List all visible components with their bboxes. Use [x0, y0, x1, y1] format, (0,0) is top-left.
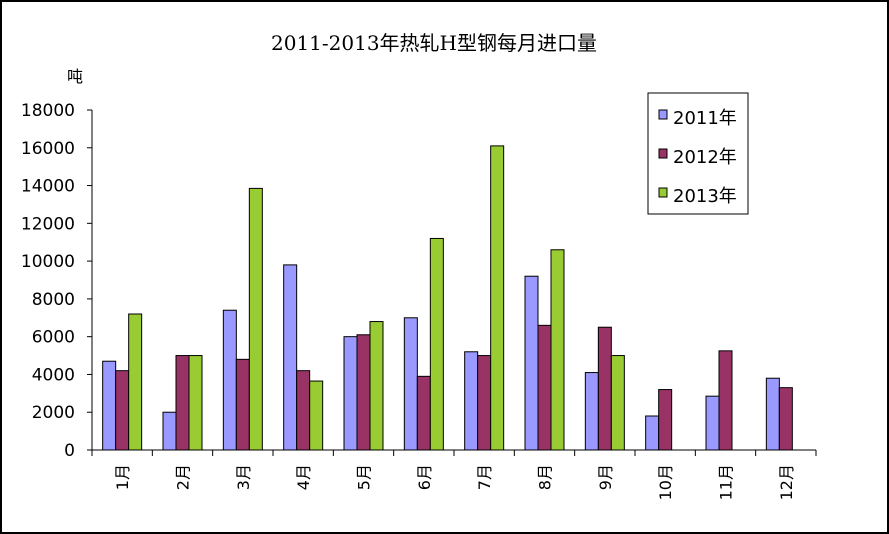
bar — [369, 321, 384, 451]
bar — [188, 355, 203, 451]
bar — [584, 372, 599, 451]
x-tick-label: 5月 — [355, 464, 374, 490]
y-tick-label: 14000 — [21, 177, 75, 197]
y-tick-label: 4000 — [32, 365, 75, 385]
y-tick-label: 6000 — [32, 328, 75, 348]
bar — [490, 145, 505, 451]
bar — [765, 377, 780, 451]
bar — [309, 380, 324, 451]
y-tick-label: 10000 — [21, 252, 75, 272]
bar — [222, 309, 237, 451]
bar — [464, 351, 479, 451]
bar — [128, 313, 143, 451]
bar — [597, 326, 612, 451]
bar — [175, 355, 190, 451]
x-tick-label: 8月 — [536, 464, 555, 490]
bar — [343, 336, 358, 451]
bar — [705, 395, 720, 451]
y-axis: 0 2000 4000 6000 8000 10000 12000 14000 16000 180… — [21, 101, 93, 461]
bar — [356, 334, 371, 451]
bar — [296, 370, 311, 451]
legend-label: 2011年 — [673, 108, 737, 129]
legend-swatch — [658, 187, 668, 198]
bar — [658, 389, 673, 451]
bar — [162, 411, 177, 451]
bar — [283, 264, 298, 451]
x-tick-label: 3月 — [234, 464, 253, 490]
y-tick-label: 12000 — [21, 214, 75, 234]
bar — [248, 187, 263, 451]
x-tick-label: 12月 — [777, 464, 796, 500]
y-tick-label: 2000 — [32, 403, 75, 423]
legend-label: 2012年 — [673, 147, 737, 168]
chart-title: 2011-2013年热轧H型钢每月进口量 — [271, 31, 597, 55]
x-tick-label: 11月 — [717, 464, 736, 500]
bar — [537, 324, 552, 451]
y-tick-label: 8000 — [32, 290, 75, 310]
x-tick-label: 10月 — [656, 464, 675, 500]
bar — [115, 370, 130, 451]
legend-swatch — [658, 148, 668, 159]
x-tick-label: 1月 — [113, 464, 132, 490]
bar — [477, 355, 492, 451]
x-tick-label: 9月 — [596, 464, 615, 490]
x-tick-label: 6月 — [415, 464, 434, 490]
x-tick-label: 7月 — [475, 464, 494, 490]
y-tick-label: 16000 — [21, 139, 75, 159]
bar — [610, 355, 625, 451]
bar — [550, 249, 565, 451]
bar — [403, 317, 418, 451]
y-tick-label: 0 — [64, 441, 75, 461]
x-tick-label: 2月 — [174, 464, 193, 490]
bar — [429, 237, 444, 451]
bar — [102, 360, 117, 451]
bar — [524, 275, 539, 451]
legend-swatch — [658, 109, 668, 120]
bar — [235, 358, 250, 451]
legend-label: 2013年 — [673, 186, 737, 207]
legend: 2011年 2012年 2013年 — [647, 92, 749, 215]
bar — [416, 375, 431, 451]
bar — [718, 350, 733, 451]
bar — [778, 387, 793, 451]
y-axis-unit-label: 吨 — [67, 67, 83, 86]
bar — [645, 415, 660, 451]
y-tick-label: 18000 — [21, 101, 75, 121]
x-tick-label: 4月 — [294, 464, 313, 490]
x-axis: 1月 2月 3月 4月 5月 6月 7月 8月 9月 10月 11月 12月 — [91, 449, 817, 500]
